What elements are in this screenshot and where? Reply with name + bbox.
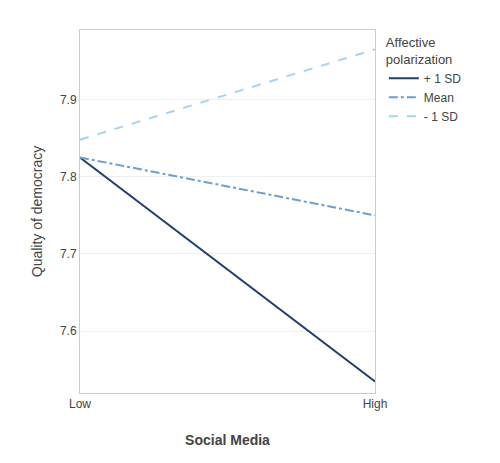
svg-text:7.8: 7.8 (60, 170, 77, 184)
svg-text:7.9: 7.9 (60, 93, 77, 107)
svg-text:Low: Low (69, 397, 91, 411)
svg-text:+ 1 SD: + 1 SD (424, 72, 461, 86)
svg-text:High: High (363, 397, 388, 411)
svg-text:Quality of democracy: Quality of democracy (29, 146, 45, 278)
svg-text:7.6: 7.6 (60, 324, 77, 338)
svg-text:Mean: Mean (424, 91, 454, 105)
svg-text:- 1 SD: - 1 SD (424, 110, 458, 124)
svg-text:Social Media: Social Media (185, 432, 270, 448)
svg-text:Affectivepolarization: Affectivepolarization (386, 35, 453, 67)
svg-text:7.7: 7.7 (60, 247, 77, 261)
